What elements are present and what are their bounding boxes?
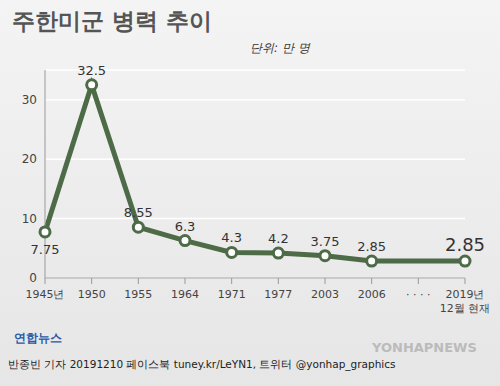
svg-text:10: 10 [22, 212, 37, 226]
svg-text:2006: 2006 [358, 288, 386, 301]
svg-text:0: 0 [29, 271, 37, 285]
svg-text:2019년12월 현재: 2019년12월 현재 [440, 288, 491, 315]
svg-text:2.85: 2.85 [357, 239, 386, 254]
svg-text:· · · ·: · · · · [406, 288, 430, 301]
svg-text:30: 30 [22, 93, 37, 107]
html-text:연합뉴스: 연합뉴스 [14, 331, 62, 345]
svg-text:32.5: 32.5 [77, 63, 106, 78]
svg-text:4.2: 4.2 [268, 231, 289, 246]
html-text:주한미군 병력 추이: 주한미군 병력 추이 [12, 8, 212, 34]
html-text:YONHAPNEWS: YONHAPNEWS [372, 340, 477, 355]
svg-text:6.3: 6.3 [175, 219, 196, 234]
svg-text:4.3: 4.3 [221, 230, 242, 245]
svg-text:20: 20 [22, 152, 37, 166]
svg-text:8.55: 8.55 [124, 205, 153, 220]
svg-text:1945년: 1945년 [26, 288, 65, 301]
svg-text:2003: 2003 [311, 288, 339, 301]
svg-text:2.85: 2.85 [445, 234, 485, 255]
html-text:반종빈 기자 20191210 페이스북 tuney.kr/: 반종빈 기자 20191210 페이스북 tuney.kr/LeYN1, 트위터… [8, 358, 396, 370]
html-text:단위: 만 명: 단위: 만 명 [250, 41, 310, 55]
svg-text:3.75: 3.75 [311, 234, 340, 249]
svg-text:7.75: 7.75 [31, 242, 60, 257]
svg-text:1950: 1950 [78, 288, 106, 301]
svg-text:1964: 1964 [171, 288, 199, 301]
svg-text:1955: 1955 [124, 288, 152, 301]
svg-text:1971: 1971 [218, 288, 246, 301]
svg-text:1977: 1977 [264, 288, 292, 301]
